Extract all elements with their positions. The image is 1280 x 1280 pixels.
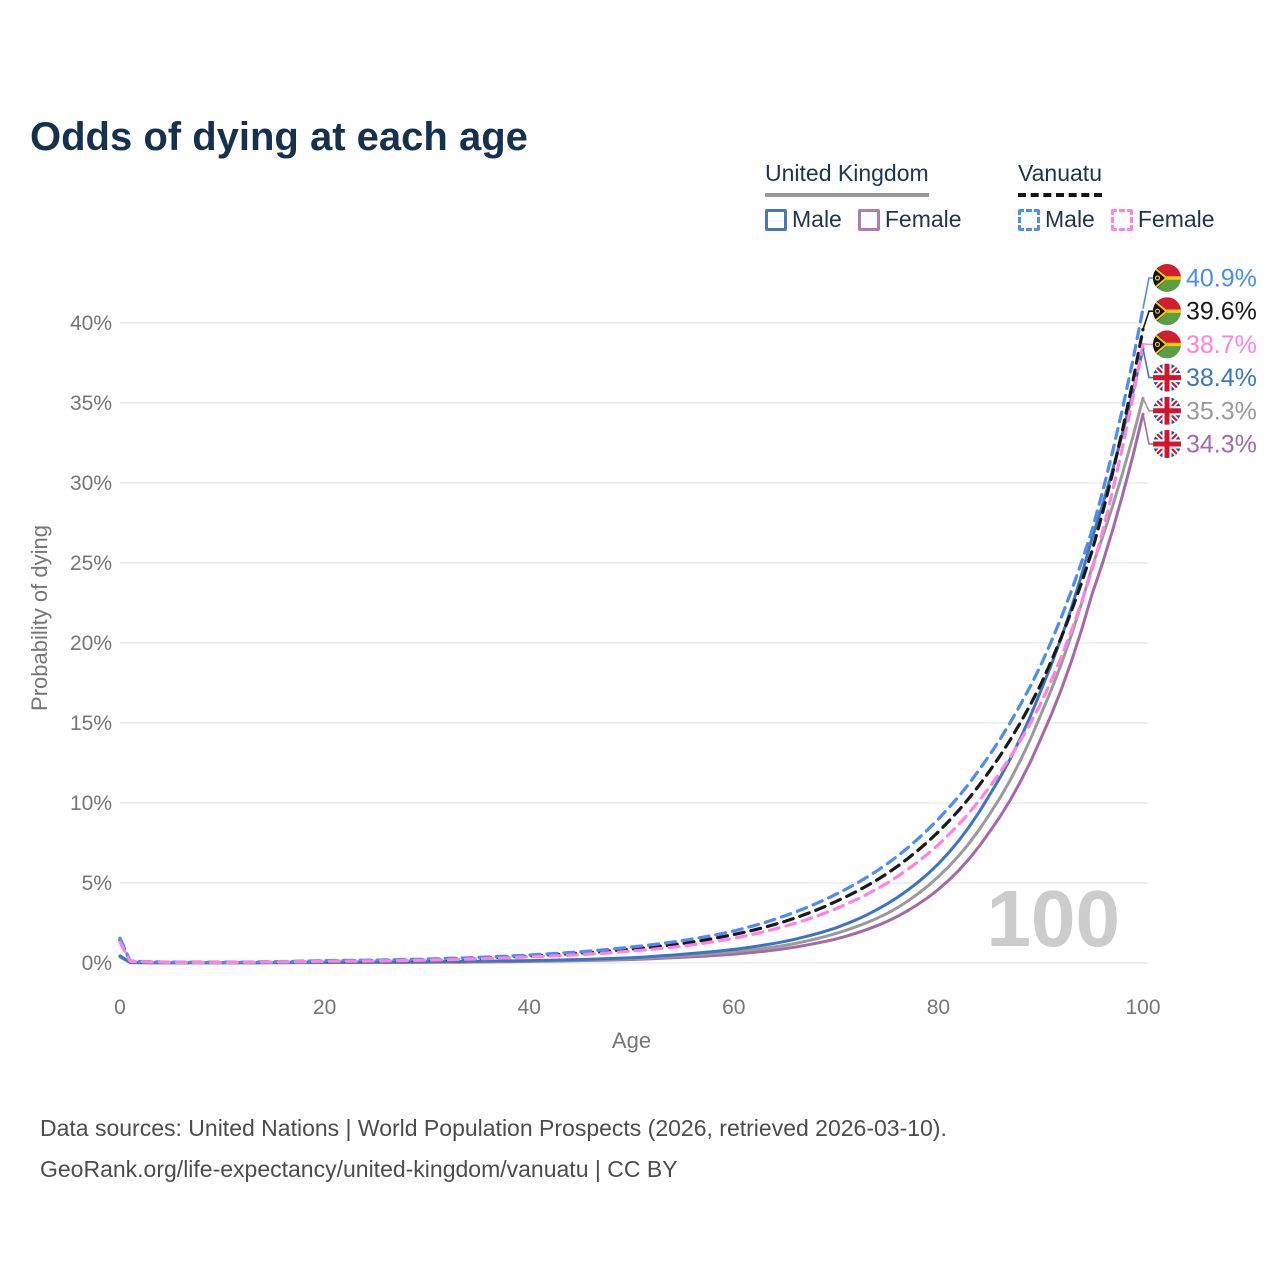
series-curves [118,307,1145,965]
y-axis-title: Probability of dying [27,525,52,711]
vanuatu-flag-icon [1153,297,1181,325]
legend-label-uk-male: Male [792,206,842,232]
connector-vanuatu-male [1142,277,1153,309]
connector-vanuatu-female [1142,343,1153,346]
legend-label-uk-female: Female [884,206,962,232]
y-tick-label-25: 25% [70,552,112,575]
curve-vanuatu-both-sexes[interactable] [118,327,1145,964]
footer: Data sources: United Nations | World Pop… [40,1108,947,1190]
end-label-vanuatu-female: 38.7% [1186,331,1257,359]
legend-label-vanuatu-male: Male [1045,206,1095,232]
x-axis-title: Age [612,1028,651,1053]
legend-item-vanuatu-female[interactable]: Female [1110,206,1215,233]
legend-header-vanuatu[interactable]: Vanuatu [1018,160,1102,197]
y-tick-label-0: 0% [82,952,112,975]
uk-flag-icon [1153,397,1181,425]
end-label-united-kingdom-female: 34.3% [1186,431,1257,459]
x-tick-label-20: 20 [313,996,336,1019]
uk-flag-icon [1153,430,1181,458]
vanuatu-male-swatch-icon [1018,208,1040,231]
uk-female-swatch-icon [857,208,880,231]
legend-item-uk-female[interactable]: Female [857,206,962,233]
curve-vanuatu-male[interactable] [118,307,1145,964]
y-tick-label-5: 5% [82,872,112,895]
end-label-united-kingdom-both-sexes: 35.3% [1186,397,1257,425]
x-tick-label-40: 40 [518,996,541,1019]
page-title: Odds of dying at each age [30,114,528,159]
y-tick-label-15: 15% [70,712,112,735]
age-watermark: 100 [987,874,1120,963]
legend-items-vanuatu: Male Female [1018,206,1215,233]
connector-united-kingdom-female [1142,414,1153,445]
x-tick-label-100: 100 [1125,996,1160,1019]
legend-group-united-kingdom: United Kingdom Male Female [765,160,962,233]
uk-male-swatch-icon [765,208,787,231]
y-tick-label-30: 30% [70,472,112,495]
y-tick-label-40: 40% [70,312,112,335]
legend-items-united-kingdom: Male Female [765,206,962,233]
end-label-united-kingdom-male: 38.4% [1186,364,1257,392]
connector-united-kingdom-male [1142,348,1153,379]
connector-united-kingdom-both-sexes [1142,397,1153,412]
curve-vanuatu-female[interactable] [118,342,1145,965]
vanuatu-female-swatch-icon [1110,208,1133,231]
curve-united-kingdom-male[interactable] [118,347,1145,965]
legend-item-vanuatu-male[interactable]: Male [1018,206,1095,233]
end-value-labels: 40.9% 39.6% 38.7% 38.4% 35.3% 34.3% [1142,264,1257,459]
y-tick-label-35: 35% [70,392,112,415]
gridlines [120,322,1148,964]
legend-label-vanuatu-female: Female [1137,206,1215,232]
legend-header-united-kingdom[interactable]: United Kingdom [765,160,929,197]
x-tick-label-0: 0 [114,996,126,1019]
axis-labels: 0% 5% 10% 15% 20% 25% 30% 35% 40% 0 20 40 60 80 100 Age… [27,312,1161,1053]
legend-item-uk-male[interactable]: Male [765,206,842,233]
age-watermark-value: 100 [987,874,1120,963]
y-tick-label-10: 10% [70,792,112,815]
end-label-vanuatu-both-sexes: 39.6% [1186,298,1257,326]
connector-vanuatu-both-sexes [1142,310,1153,330]
footer-data-sources: Data sources: United Nations | World Pop… [40,1115,947,1141]
footer-attribution-url: GeoRank.org/life-expectancy/united-kingd… [40,1156,678,1182]
legend-group-vanuatu: Vanuatu Male Female [1018,160,1215,233]
y-tick-label-20: 20% [70,632,112,655]
x-tick-label-80: 80 [927,996,950,1019]
vanuatu-flag-icon [1153,330,1181,358]
uk-flag-icon [1153,364,1181,392]
end-label-vanuatu-male: 40.9% [1186,265,1257,293]
x-tick-label-60: 60 [722,996,745,1019]
vanuatu-flag-icon [1153,264,1181,292]
